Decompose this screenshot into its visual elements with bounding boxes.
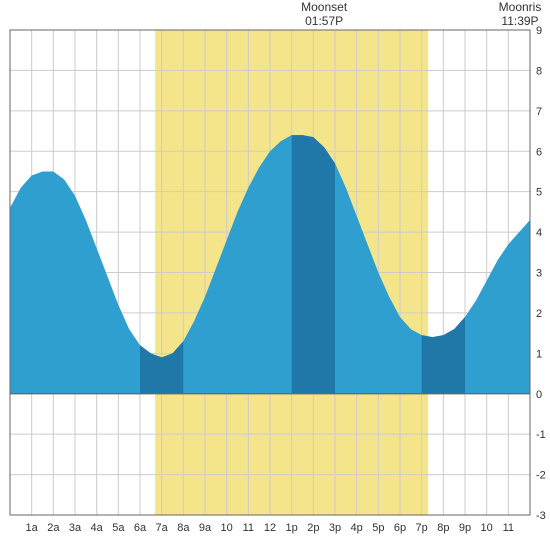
chart-svg: -3-2-101234567891a2a3a4a5a6a7a8a9a101112… bbox=[0, 0, 550, 550]
svg-text:1p: 1p bbox=[286, 522, 298, 534]
svg-text:6a: 6a bbox=[134, 522, 147, 534]
svg-text:7: 7 bbox=[536, 106, 542, 118]
svg-text:5a: 5a bbox=[112, 522, 125, 534]
svg-text:-3: -3 bbox=[536, 510, 546, 522]
svg-text:3: 3 bbox=[536, 268, 542, 280]
svg-text:10: 10 bbox=[221, 522, 233, 534]
svg-text:4: 4 bbox=[536, 227, 542, 239]
svg-text:5: 5 bbox=[536, 187, 542, 199]
svg-text:3a: 3a bbox=[69, 522, 82, 534]
svg-text:6p: 6p bbox=[394, 522, 406, 534]
tide-chart: -3-2-101234567891a2a3a4a5a6a7a8a9a101112… bbox=[0, 0, 550, 550]
svg-text:12: 12 bbox=[264, 522, 276, 534]
svg-text:4a: 4a bbox=[91, 522, 104, 534]
svg-text:8a: 8a bbox=[177, 522, 190, 534]
svg-text:10: 10 bbox=[481, 522, 493, 534]
svg-text:2p: 2p bbox=[307, 522, 319, 534]
svg-text:11: 11 bbox=[503, 522, 514, 534]
svg-text:-1: -1 bbox=[536, 429, 546, 441]
svg-text:3p: 3p bbox=[329, 522, 341, 534]
moonset-annotation: Moonset 01:57P bbox=[294, 0, 354, 29]
svg-text:0: 0 bbox=[536, 389, 542, 401]
moonset-time: 01:57P bbox=[294, 14, 354, 28]
moonset-title: Moonset bbox=[294, 0, 354, 14]
svg-text:11: 11 bbox=[243, 522, 254, 534]
svg-text:4p: 4p bbox=[351, 522, 363, 534]
moonrise-time: 11:39P bbox=[490, 14, 550, 28]
moonrise-title: Moonris bbox=[490, 0, 550, 14]
svg-text:9a: 9a bbox=[199, 522, 212, 534]
svg-text:-2: -2 bbox=[536, 470, 546, 482]
svg-text:7p: 7p bbox=[416, 522, 428, 534]
svg-text:8p: 8p bbox=[437, 522, 449, 534]
svg-text:2: 2 bbox=[536, 308, 542, 320]
svg-text:1a: 1a bbox=[26, 522, 39, 534]
svg-text:9p: 9p bbox=[459, 522, 471, 534]
svg-text:5p: 5p bbox=[372, 522, 384, 534]
svg-text:7a: 7a bbox=[156, 522, 169, 534]
svg-text:1: 1 bbox=[536, 348, 542, 360]
svg-text:6: 6 bbox=[536, 146, 542, 158]
moonrise-annotation: Moonris 11:39P bbox=[490, 0, 550, 29]
svg-text:8: 8 bbox=[536, 65, 542, 77]
svg-text:2a: 2a bbox=[47, 522, 60, 534]
